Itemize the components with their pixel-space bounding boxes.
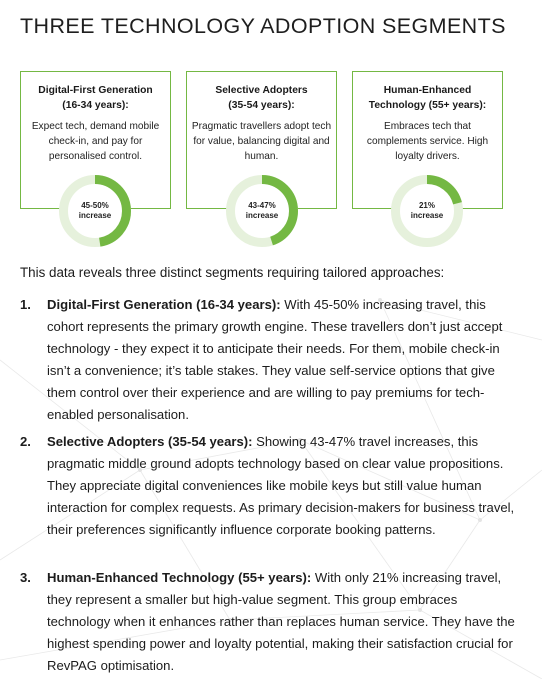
donut-unit: increase [78, 211, 112, 220]
card-heading-line1: Human-Enhanced [383, 85, 472, 96]
donut-value: 45-50% [81, 201, 109, 210]
card-heading-line2: (35-54 years): [228, 100, 295, 111]
donut-label: 43-47% increase [225, 174, 299, 248]
card-heading-line2: Technology (55+ years): [368, 100, 487, 111]
segment-list-item: 2. Selective Adopters (35-54 years): Sho… [20, 431, 520, 541]
list-number: 2. [20, 434, 31, 449]
segment-list-item: 3. Human-Enhanced Technology (55+ years)… [20, 567, 520, 677]
donut-chart-selective-adopters: 43-47% increase [225, 174, 299, 248]
card-description: Expect tech, demand mobile check-in, and… [31, 121, 160, 162]
segment-title: Digital-First Generation (16-34 years): [47, 297, 281, 312]
segment-card-digital-first: Digital-First Generation (16-34 years): … [20, 71, 171, 209]
list-number: 3. [20, 570, 31, 585]
donut-label: 21% increase [390, 174, 464, 248]
donut-fill-arc [59, 175, 131, 247]
segment-body: With 45-50% increasing travel, this coho… [47, 297, 503, 422]
card-description: Pragmatic travellers adopt tech for valu… [191, 121, 332, 162]
card-description: Embraces tech that complements service. … [366, 121, 489, 162]
donut-unit: increase [410, 211, 444, 220]
card-heading: Digital-First Generation (16-34 years): [27, 83, 164, 113]
segment-paragraph: Digital-First Generation (16-34 years): … [47, 294, 520, 426]
card-heading-line1: Selective Adopters [215, 85, 308, 96]
segment-paragraph: Human-Enhanced Technology (55+ years): W… [47, 567, 520, 677]
page-title: THREE TECHNOLOGY ADOPTION SEGMENTS [20, 14, 506, 38]
list-number: 1. [20, 297, 31, 312]
segment-title: Selective Adopters (35-54 years): [47, 434, 253, 449]
segment-body: With only 21% increasing travel, they re… [47, 570, 515, 673]
card-heading: Selective Adopters (35-54 years): [193, 83, 330, 113]
segment-title: Human-Enhanced Technology (55+ years): [47, 570, 312, 585]
segment-card-selective-adopters: Selective Adopters (35-54 years): Pragma… [186, 71, 337, 209]
donut-value: 43-47% [248, 201, 276, 210]
intro-paragraph: This data reveals three distinct segment… [20, 265, 445, 280]
card-heading-line1: Digital-First Generation [38, 85, 153, 96]
donut-fill-arc [391, 175, 463, 247]
card-heading: Human-Enhanced Technology (55+ years): [359, 83, 496, 113]
donut-value: 21% [418, 201, 435, 210]
segment-paragraph: Selective Adopters (35-54 years): Showin… [47, 431, 520, 541]
card-heading-line2: (16-34 years): [62, 100, 129, 111]
segment-list-item: 1. Digital-First Generation (16-34 years… [20, 294, 520, 426]
donut-fill-arc [226, 175, 298, 247]
donut-label: 45-50% increase [58, 174, 132, 248]
donut-unit: increase [245, 211, 279, 220]
donut-chart-digital-first: 45-50% increase [58, 174, 132, 248]
donut-chart-human-enhanced: 21% increase [390, 174, 464, 248]
segment-body: Showing 43-47% travel increases, this pr… [47, 434, 515, 537]
